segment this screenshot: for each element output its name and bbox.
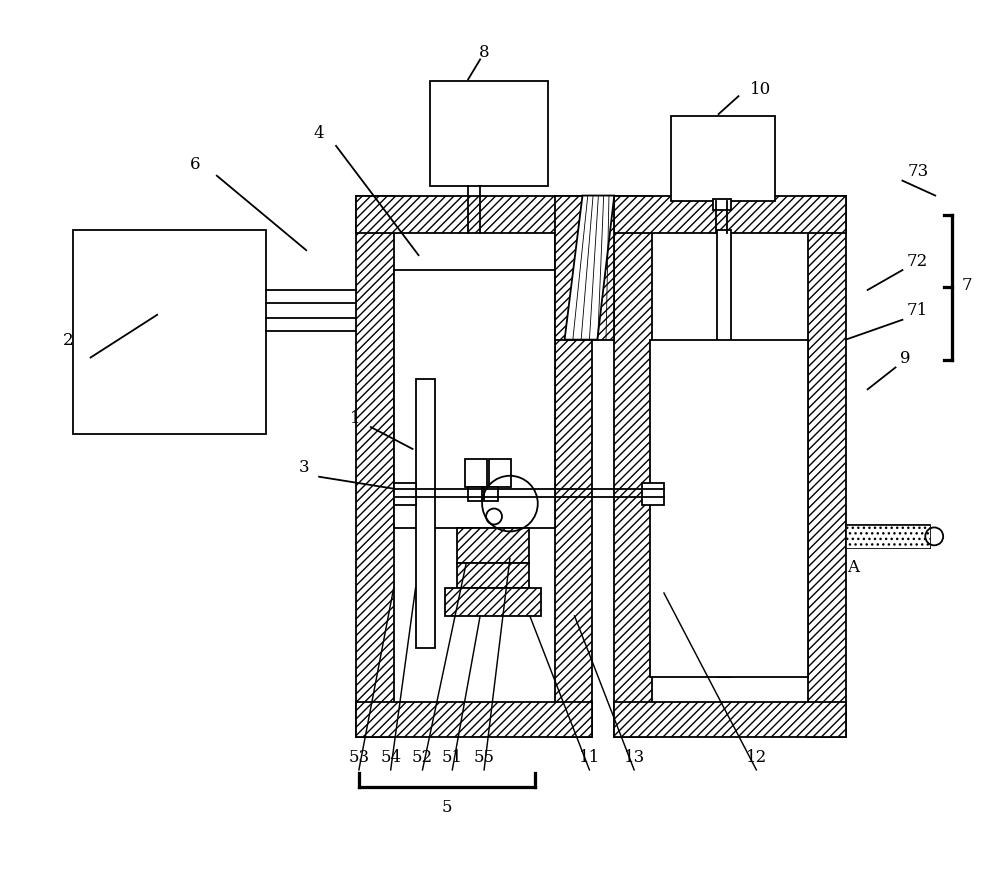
Bar (650, 341, 808, 678)
Polygon shape (565, 197, 614, 341)
Bar (468, 487, 482, 501)
Bar (808, 197, 846, 738)
Bar (717, 231, 731, 678)
Bar (489, 459, 511, 487)
Bar (664, 380, 681, 648)
Bar (713, 199, 731, 212)
Bar (457, 529, 529, 564)
Text: 5: 5 (442, 798, 453, 816)
Bar (484, 487, 498, 501)
Bar (73, 231, 266, 435)
Bar (356, 197, 592, 234)
Text: 4: 4 (314, 126, 324, 142)
Bar (614, 197, 652, 738)
Bar (555, 197, 614, 341)
Text: 7: 7 (962, 277, 972, 294)
Text: 52: 52 (412, 749, 433, 766)
Text: 12: 12 (746, 749, 767, 766)
Text: 73: 73 (908, 163, 929, 180)
Text: 71: 71 (907, 302, 928, 319)
Text: 2: 2 (62, 332, 73, 349)
Bar (394, 483, 416, 505)
Text: 51: 51 (442, 749, 463, 766)
Bar (846, 526, 930, 549)
Text: 8: 8 (479, 44, 489, 61)
Text: 3: 3 (299, 459, 310, 476)
Bar (445, 588, 541, 616)
Bar (671, 117, 775, 201)
Bar (356, 197, 394, 738)
Text: 11: 11 (579, 749, 600, 766)
Bar (457, 564, 529, 588)
Bar (614, 197, 846, 234)
Bar (614, 702, 846, 738)
Bar (356, 702, 592, 738)
Bar (416, 380, 435, 648)
Text: 1: 1 (350, 409, 360, 426)
Bar (465, 459, 487, 487)
Bar (642, 483, 664, 505)
Text: 72: 72 (907, 252, 928, 270)
Text: 13: 13 (624, 749, 645, 766)
Text: 9: 9 (900, 349, 911, 367)
Text: A: A (847, 558, 859, 575)
Bar (394, 270, 555, 529)
Text: 6: 6 (190, 156, 200, 173)
Bar (555, 197, 592, 738)
Text: 10: 10 (750, 81, 771, 97)
Bar (430, 83, 548, 186)
Bar (846, 526, 930, 549)
Text: 54: 54 (380, 749, 401, 766)
Text: 55: 55 (474, 749, 495, 766)
Text: 53: 53 (348, 749, 369, 766)
